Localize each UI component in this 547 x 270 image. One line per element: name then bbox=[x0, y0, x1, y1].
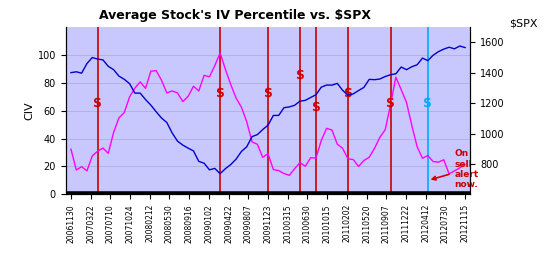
Text: $: $ bbox=[423, 97, 432, 110]
Y-axis label: CIV: CIV bbox=[25, 102, 35, 120]
Text: $: $ bbox=[264, 87, 272, 100]
Y-axis label: $SPX: $SPX bbox=[509, 19, 537, 29]
Text: $: $ bbox=[344, 87, 352, 100]
Text: $: $ bbox=[386, 97, 395, 110]
Text: On
sell
alert
now.: On sell alert now. bbox=[432, 149, 479, 189]
Text: $: $ bbox=[93, 97, 102, 110]
Text: $: $ bbox=[295, 69, 304, 82]
Text: Average Stock's IV Percentile vs. $SPX: Average Stock's IV Percentile vs. $SPX bbox=[99, 9, 371, 22]
Text: $: $ bbox=[216, 87, 224, 100]
Text: $: $ bbox=[312, 102, 321, 114]
